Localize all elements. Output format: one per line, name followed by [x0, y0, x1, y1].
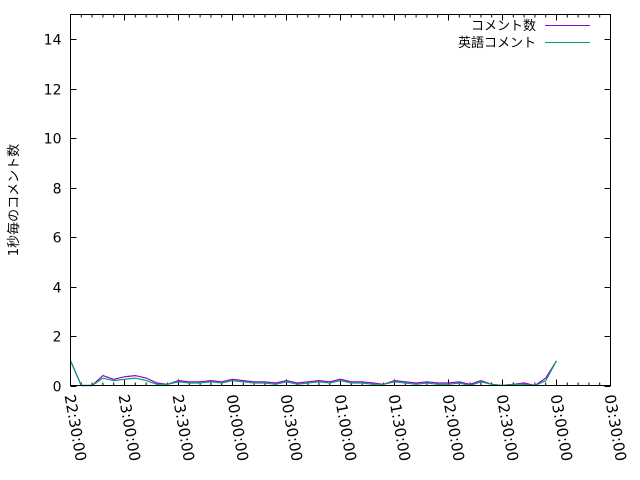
x-tick-label: 22:30:00	[61, 393, 90, 462]
x-tick-label: 00:00:00	[223, 393, 252, 462]
x-tick-label: 23:00:00	[115, 393, 144, 462]
legend: コメント数 英語コメント	[458, 19, 590, 51]
x-tick-label: 03:00:00	[547, 393, 576, 462]
x-tick-label: 01:00:00	[331, 393, 360, 462]
plot-border	[70, 14, 611, 386]
y-tick-label: 8	[53, 182, 62, 198]
y-tick-label: 2	[53, 330, 62, 346]
x-tick-label: 01:30:00	[385, 393, 414, 462]
legend-label-1: 英語コメント	[458, 35, 536, 51]
y-tick-label: 4	[53, 281, 62, 297]
y-tick-label: 14	[44, 33, 62, 49]
legend-label-0: コメント数	[471, 19, 536, 34]
y-tick-label: 10	[44, 132, 62, 148]
y-tick-label: 6	[53, 231, 62, 247]
x-tick-label: 03:30:00	[601, 393, 630, 462]
x-tick-label: 00:30:00	[277, 393, 306, 462]
y-tick-label: 0	[53, 380, 62, 396]
y-axis-label: 1秒毎のコメント数	[6, 144, 22, 256]
series-line-1	[69, 360, 558, 387]
series-line-0	[69, 360, 558, 387]
x-tick-label: 02:30:00	[493, 393, 522, 462]
y-tick-label: 12	[44, 83, 62, 99]
x-tick-label: 23:30:00	[169, 393, 198, 462]
x-tick-label: 02:00:00	[439, 393, 468, 462]
